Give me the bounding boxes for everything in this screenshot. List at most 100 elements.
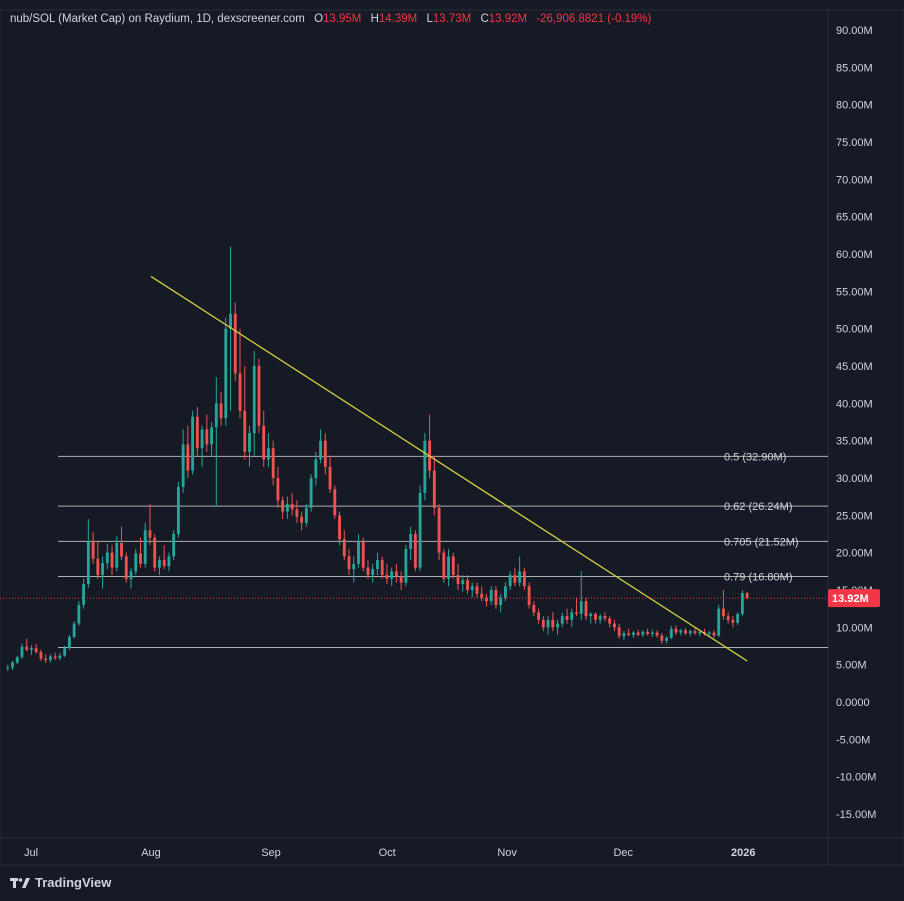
candle-body	[532, 604, 536, 613]
candle-body	[603, 616, 607, 619]
trendline	[150, 275, 748, 662]
price-tick-label: 80.00M	[836, 100, 873, 112]
candle-body	[191, 416, 195, 471]
brand-name: TradingView	[35, 875, 112, 890]
close-label: C	[480, 13, 489, 25]
candle	[494, 586, 498, 609]
candle-body	[319, 440, 322, 460]
price-tick-label: 20.00M	[836, 548, 873, 560]
price-tick-label: -10.00M	[836, 772, 876, 784]
candle	[451, 552, 455, 579]
tradingview-logo-icon	[10, 877, 30, 888]
candle	[120, 526, 123, 561]
candle-body	[688, 631, 692, 634]
candle-body	[594, 613, 597, 620]
price-axis[interactable]: 90.00M 85.00M 80.00M 75.00M 70.00M 65.00M 60.0…	[828, 25, 880, 821]
candle-body	[101, 563, 104, 576]
candle	[485, 593, 488, 607]
candle-body	[660, 635, 664, 641]
candle-body	[342, 539, 346, 557]
candle-body	[684, 630, 687, 634]
candle-body	[698, 631, 702, 634]
candle-body	[641, 631, 645, 635]
candle	[338, 511, 341, 546]
candle-body	[44, 658, 48, 661]
candle-body	[669, 628, 673, 638]
candle-body	[437, 507, 441, 553]
candle-body	[432, 470, 436, 508]
price-tick-label: 75.00M	[836, 137, 873, 149]
candle	[67, 634, 71, 650]
candle	[437, 504, 441, 561]
candle-body	[224, 328, 228, 419]
time-axis[interactable]: Jul Aug Sep Oct Nov Dec 2026	[24, 847, 756, 859]
low-value: 13.73M	[432, 13, 472, 25]
candle	[309, 474, 313, 512]
candle-body	[527, 586, 531, 605]
open-label: O	[314, 13, 324, 25]
candle	[409, 526, 413, 561]
candle	[385, 563, 389, 585]
close-value: 13.92M	[488, 13, 528, 25]
candle	[300, 511, 304, 531]
candle-body	[598, 616, 602, 620]
candle-body	[541, 619, 545, 628]
candle-body	[503, 586, 507, 598]
candle	[594, 612, 597, 624]
price-tick-label: 90.00M	[836, 25, 873, 37]
candle-body	[72, 623, 76, 638]
candle	[105, 543, 109, 570]
candle-body	[309, 477, 313, 508]
candle	[503, 582, 507, 602]
candle-body	[456, 575, 460, 585]
candle-body	[267, 448, 270, 460]
candle-body	[470, 586, 474, 590]
candle	[205, 414, 209, 452]
candle-body	[551, 619, 555, 628]
candle-body	[522, 571, 526, 587]
candle-body	[82, 584, 86, 605]
candle	[551, 612, 555, 632]
candle	[655, 630, 659, 638]
candle	[527, 582, 531, 609]
candle	[717, 604, 721, 638]
candle	[447, 548, 450, 587]
candle	[556, 619, 559, 635]
candle-body	[15, 657, 19, 663]
time-tick-label: Dec	[613, 847, 633, 859]
candle-body	[627, 633, 631, 635]
candle-body	[608, 618, 612, 624]
candle-body	[560, 616, 564, 624]
candle-body	[740, 592, 744, 614]
candle-body	[262, 425, 266, 460]
price-tick-label: -15.00M	[836, 809, 876, 821]
candle	[115, 536, 119, 572]
candle	[153, 533, 157, 572]
last-price-tag	[828, 589, 880, 608]
candle-body	[243, 410, 247, 452]
candle-body	[219, 403, 223, 419]
candle-body	[366, 567, 370, 576]
candle	[646, 628, 650, 636]
candle-body	[679, 630, 683, 633]
candle	[518, 556, 522, 587]
candle	[91, 531, 95, 564]
candle-body	[300, 516, 304, 523]
candle-body	[371, 569, 375, 576]
open-value: 13.95M	[323, 13, 362, 25]
trendline-line	[150, 275, 748, 662]
candle-body	[707, 632, 711, 635]
candle-body	[613, 623, 616, 628]
tradingview-brand[interactable]: TradingView	[10, 875, 111, 890]
candle	[508, 571, 512, 590]
candle-body	[413, 533, 417, 568]
candle	[229, 246, 232, 411]
price-tick-label: 50.00M	[836, 324, 873, 336]
candle-body	[622, 633, 626, 637]
candle	[224, 317, 228, 426]
candle	[276, 466, 280, 508]
candle-body	[357, 541, 360, 564]
candle	[722, 589, 725, 620]
candle	[603, 612, 607, 622]
